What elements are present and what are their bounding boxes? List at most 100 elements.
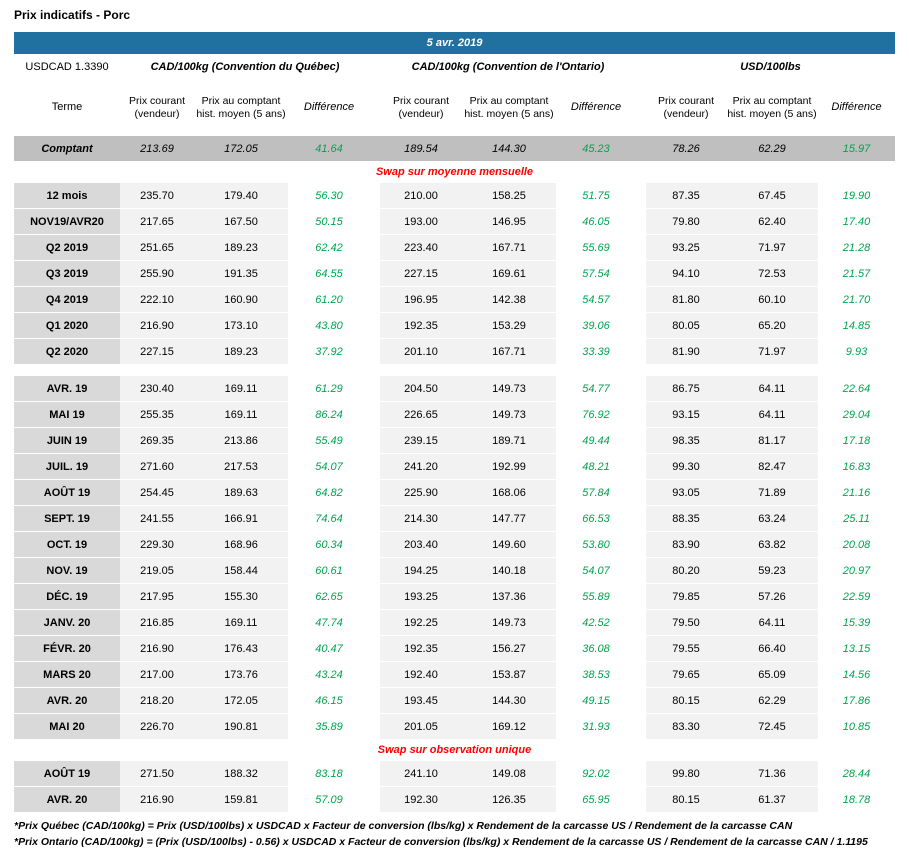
price-current-cell: 213.69: [120, 136, 194, 162]
price-current-cell: 83.90: [646, 532, 726, 558]
difference-cell: 47.74: [288, 610, 370, 636]
price-hist-cell: 158.44: [194, 558, 288, 584]
footnote-quebec: *Prix Québec (CAD/100kg) = Prix (USD/100…: [14, 820, 793, 832]
column-gap: [370, 287, 380, 313]
price-hist-cell: 217.53: [194, 454, 288, 480]
difference-cell: 40.47: [288, 636, 370, 662]
table-row: OCT. 19 229.30 168.96 60.34 203.40 149.60 53.8…: [14, 532, 895, 558]
difference-cell: 65.95: [556, 787, 636, 813]
price-hist-cell: 191.35: [194, 261, 288, 287]
price-hist-cell: 147.77: [462, 506, 556, 532]
terme-cell: DÉC. 19: [14, 584, 120, 610]
column-gap: [636, 480, 646, 506]
price-hist-cell: 168.06: [462, 480, 556, 506]
footnotes: *Prix Québec (CAD/100kg) = Prix (USD/100…: [14, 820, 895, 848]
price-hist-cell: 62.29: [726, 688, 818, 714]
column-gap: [636, 402, 646, 428]
price-hist-header-usd: Prix au comptant hist. moyen (5 ans): [727, 95, 817, 120]
difference-cell: 41.64: [288, 136, 370, 162]
price-hist-cell: 72.45: [726, 714, 818, 740]
difference-cell: 17.86: [818, 688, 895, 714]
difference-cell: 86.24: [288, 402, 370, 428]
column-gap: [636, 662, 646, 688]
price-hist-cell: 189.23: [194, 339, 288, 365]
column-gap: [636, 209, 646, 235]
price-hist-cell: 172.05: [194, 688, 288, 714]
column-gap: [636, 339, 646, 365]
column-gap: [636, 761, 646, 787]
price-current-cell: 193.25: [380, 584, 462, 610]
table-row: Q4 2019 222.10 160.90 61.20 196.95 142.38 54.5…: [14, 287, 895, 313]
price-current-cell: 80.15: [646, 688, 726, 714]
usdcad-rate: USDCAD 1.3390: [25, 61, 109, 73]
price-current-cell: 255.35: [120, 402, 194, 428]
group-label-ontario: CAD/100kg (Convention de l'Ontario): [411, 61, 605, 73]
difference-cell: 56.30: [288, 183, 370, 209]
difference-cell: 43.24: [288, 662, 370, 688]
price-hist-cell: 57.26: [726, 584, 818, 610]
column-gap: [636, 558, 646, 584]
price-hist-cell: 142.38: [462, 287, 556, 313]
price-hist-cell: 168.96: [194, 532, 288, 558]
column-gap: [370, 261, 380, 287]
price-hist-cell: 160.90: [194, 287, 288, 313]
column-gap: [636, 261, 646, 287]
difference-cell: 57.09: [288, 787, 370, 813]
difference-cell: 21.57: [818, 261, 895, 287]
price-hist-cell: 137.36: [462, 584, 556, 610]
difference-cell: 62.42: [288, 235, 370, 261]
terme-cell: MARS 20: [14, 662, 120, 688]
table-row: Q3 2019 255.90 191.35 64.55 227.15 169.61 57.5…: [14, 261, 895, 287]
column-gap: [370, 506, 380, 532]
terme-cell: AVR. 20: [14, 688, 120, 714]
difference-cell: 21.28: [818, 235, 895, 261]
column-gap: [370, 428, 380, 454]
difference-cell: 10.85: [818, 714, 895, 740]
price-current-header-ontario: Prix courant (vendeur): [392, 95, 450, 120]
difference-cell: 35.89: [288, 714, 370, 740]
price-current-cell: 204.50: [380, 376, 462, 402]
price-hist-cell: 153.87: [462, 662, 556, 688]
table-row: MAI 20 226.70 190.81 35.89 201.05 169.12 31.93…: [14, 714, 895, 740]
difference-cell: 19.90: [818, 183, 895, 209]
column-gap: [636, 714, 646, 740]
price-current-cell: 251.65: [120, 235, 194, 261]
price-current-cell: 229.30: [120, 532, 194, 558]
price-current-cell: 203.40: [380, 532, 462, 558]
price-current-cell: 79.80: [646, 209, 726, 235]
price-hist-cell: 67.45: [726, 183, 818, 209]
column-gap: [636, 183, 646, 209]
difference-cell: 37.92: [288, 339, 370, 365]
difference-cell: 61.29: [288, 376, 370, 402]
difference-cell: 53.80: [556, 532, 636, 558]
difference-cell: 17.18: [818, 428, 895, 454]
price-hist-cell: 190.81: [194, 714, 288, 740]
price-hist-cell: 176.43: [194, 636, 288, 662]
price-hist-cell: 144.30: [462, 136, 556, 162]
price-current-cell: 222.10: [120, 287, 194, 313]
price-hist-cell: 126.35: [462, 787, 556, 813]
difference-cell: 31.93: [556, 714, 636, 740]
price-hist-cell: 167.50: [194, 209, 288, 235]
price-hist-cell: 167.71: [462, 339, 556, 365]
table-row: Q2 2020 227.15 189.23 37.92 201.10 167.71 33.3…: [14, 339, 895, 365]
price-current-cell: 79.55: [646, 636, 726, 662]
terme-cell: Q2 2020: [14, 339, 120, 365]
column-gap: [636, 787, 646, 813]
price-current-cell: 192.35: [380, 313, 462, 339]
column-gap: [636, 454, 646, 480]
difference-cell: 36.08: [556, 636, 636, 662]
column-gap: [370, 480, 380, 506]
price-current-cell: 87.35: [646, 183, 726, 209]
price-current-cell: 241.20: [380, 454, 462, 480]
group-label-usd: USD/100lbs: [740, 61, 801, 73]
column-gap: [636, 287, 646, 313]
price-hist-cell: 82.47: [726, 454, 818, 480]
price-hist-cell: 146.95: [462, 209, 556, 235]
price-hist-cell: 189.63: [194, 480, 288, 506]
difference-cell: 20.97: [818, 558, 895, 584]
price-current-cell: 88.35: [646, 506, 726, 532]
price-current-cell: 225.90: [380, 480, 462, 506]
difference-cell: 64.82: [288, 480, 370, 506]
